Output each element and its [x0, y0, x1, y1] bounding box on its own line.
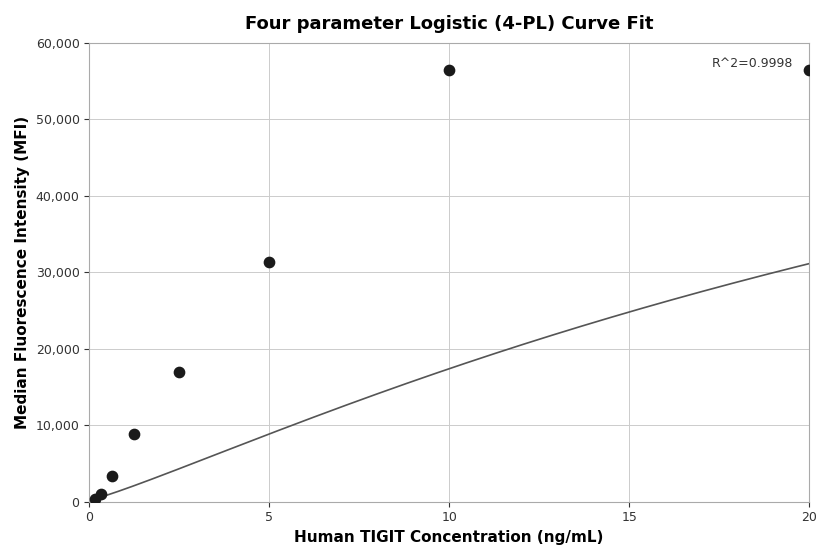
Point: [443, 66, 456, 75]
Point: [127, 429, 141, 438]
Title: Four parameter Logistic (4-PL) Curve Fit: Four parameter Logistic (4-PL) Curve Fit: [245, 15, 653, 33]
Point: [263, 257, 276, 266]
Point: [88, 494, 102, 503]
Point: [802, 66, 815, 75]
Point: [172, 367, 186, 376]
Y-axis label: Median Fluorescence Intensity (MFI): Median Fluorescence Intensity (MFI): [15, 116, 30, 429]
Text: R^2=0.9998: R^2=0.9998: [712, 57, 793, 69]
X-axis label: Human TIGIT Concentration (ng/mL): Human TIGIT Concentration (ng/mL): [295, 530, 604, 545]
Point: [105, 472, 118, 480]
Point: [94, 490, 107, 499]
